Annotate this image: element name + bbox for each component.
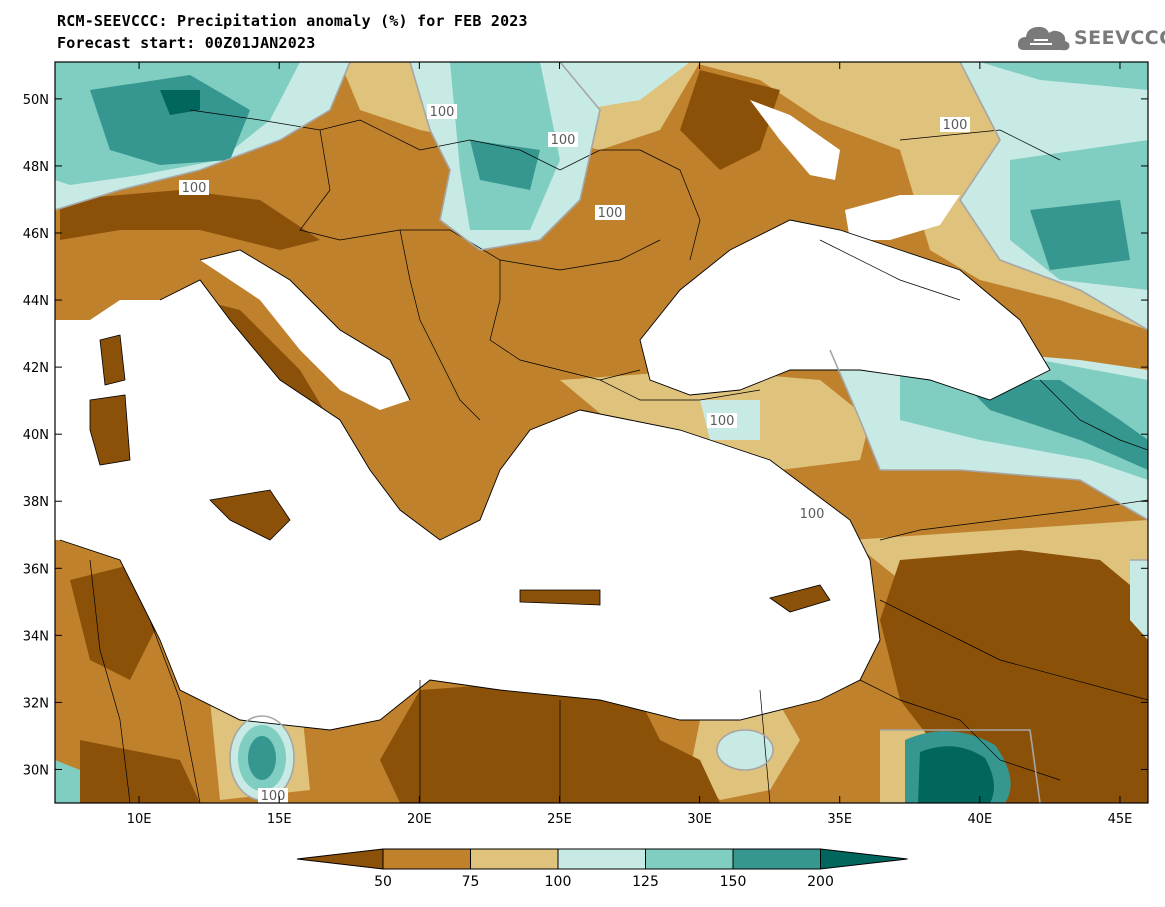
zone-above-200-arabia <box>918 746 994 803</box>
colorbar-tick-label: 75 <box>462 874 480 890</box>
lat-label: 36N <box>23 562 49 577</box>
lon-label: 10E <box>127 812 152 827</box>
corsica-island <box>99 334 126 386</box>
contour-label: 100 <box>800 507 825 522</box>
contour-label: 100 <box>943 118 968 133</box>
sea-of-azov <box>845 195 960 240</box>
lon-label: 25E <box>547 812 572 827</box>
cyprus-island <box>769 584 831 613</box>
lat-label: 42N <box>23 361 49 376</box>
contour-label: 100 <box>182 181 207 196</box>
coastline-mediterranean <box>59 279 881 731</box>
mediterranean-sea <box>55 280 880 730</box>
zone-125-150-russia-north <box>980 62 1148 90</box>
colorbar-arrow-high <box>820 848 908 870</box>
map-frame <box>54 61 1149 804</box>
colorbar-segment <box>470 848 559 870</box>
lat-label: 34N <box>23 629 49 644</box>
zone-150-200-central-europe <box>90 75 250 165</box>
logo-text: SEEVCCC <box>1074 27 1165 49</box>
colorbar-tick-label: 200 <box>807 874 834 890</box>
contour-label: 100 <box>261 789 286 804</box>
coastline-black-sea <box>639 219 1051 401</box>
lat-label: 44N <box>23 294 49 309</box>
lon-label: 15E <box>267 812 292 827</box>
lat-label: 38N <box>23 495 49 510</box>
sardinia-island <box>89 394 131 466</box>
chart-subtitle: Forecast start: 00Z01JAN2023 <box>57 34 316 52</box>
contour-label: 100 <box>710 414 735 429</box>
colorbar: 50 75 100 125 150 200 <box>296 848 908 890</box>
lon-label: 30E <box>687 812 712 827</box>
zone-150-200-caucasus <box>960 380 1148 470</box>
colorbar-tick-label: 125 <box>632 874 659 890</box>
black-sea <box>640 220 1050 400</box>
lat-label: 48N <box>23 160 49 175</box>
colorbar-segment <box>645 848 734 870</box>
lon-label: 45E <box>1108 812 1133 827</box>
seevccc-logo: SEEVCCC <box>1016 20 1165 56</box>
zone-100-125-egypt <box>717 730 773 770</box>
chart-title: RCM-SEEVCCC: Precipitation anomaly (%) f… <box>57 12 528 30</box>
contour-label: 100 <box>551 133 576 148</box>
colorbar-tick-label: 150 <box>720 874 747 890</box>
sicily-island <box>209 489 291 541</box>
zone-above-200-central-europe <box>160 90 200 115</box>
colorbar-segment <box>732 848 821 870</box>
lat-label: 50N <box>23 93 49 108</box>
adriatic-sea <box>200 250 410 410</box>
colorbar-arrow-low <box>296 848 384 870</box>
lat-label: 30N <box>23 763 49 778</box>
zone-below-50-libya-east <box>380 680 720 803</box>
map-field: 100 100 100 100 100 100 100 100 <box>55 62 1148 804</box>
zone-75-100-north-east <box>55 62 1148 330</box>
lon-label: 40E <box>967 812 992 827</box>
country-borders <box>89 109 1148 803</box>
lat-label: 40N <box>23 428 49 443</box>
zone-below-50-ukraine <box>680 70 780 170</box>
zone-150-200-russia <box>1030 200 1130 270</box>
lon-label: 20E <box>407 812 432 827</box>
lat-label: 46N <box>23 227 49 242</box>
colorbar-tick-label: 100 <box>545 874 572 890</box>
lat-label: 32N <box>23 696 49 711</box>
zone-150-200-libya-west <box>248 736 276 780</box>
map-axes: 50N 48N 46N 44N 42N 40N 38N 36N 34N 32N 30N 10E 15E 2… <box>23 62 1148 827</box>
zone-below-50-sahara <box>80 740 200 803</box>
colorbar-tick-label: 50 <box>374 874 392 890</box>
coastline-adriatic <box>199 249 411 401</box>
contour-label: 100 <box>430 105 455 120</box>
lon-label: 35E <box>827 812 852 827</box>
dnieper-reservoir <box>750 100 840 180</box>
zone-100-125-poland <box>560 62 690 110</box>
contour-label: 100 <box>598 206 623 221</box>
zone-150-200-carpathians <box>470 140 540 190</box>
colorbar-segment <box>557 848 646 870</box>
zone-100-125-east-edge <box>1130 560 1148 640</box>
zone-below-50-alps <box>60 190 320 250</box>
cloud-icon <box>1017 26 1070 51</box>
crete-island <box>519 589 601 606</box>
zone-125-150-tunisia-south <box>55 760 80 803</box>
colorbar-segment <box>382 848 471 870</box>
